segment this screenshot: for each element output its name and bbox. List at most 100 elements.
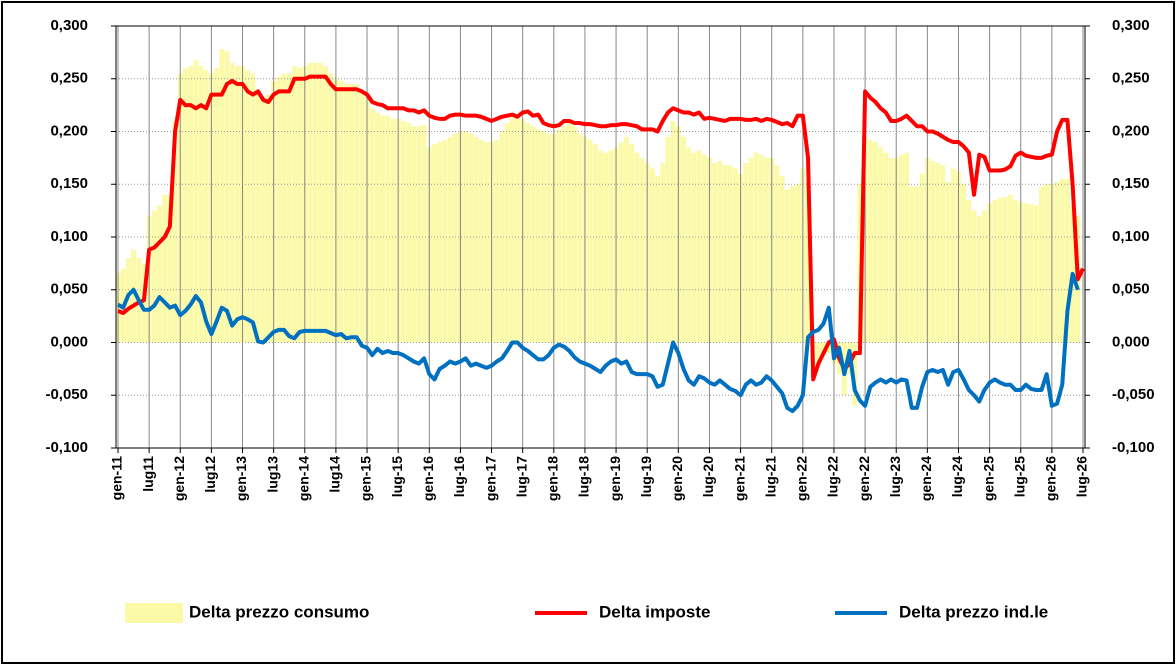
bar — [343, 84, 349, 343]
bar — [608, 150, 614, 343]
bar — [167, 194, 173, 343]
bar — [447, 136, 453, 343]
bar — [701, 154, 707, 343]
x-tick-label: lug14 — [327, 456, 343, 493]
y2-tick-label: 0,150 — [1112, 175, 1150, 192]
bar — [260, 97, 266, 343]
line-series — [117, 74, 1085, 382]
x-tick-label: gen-26 — [1043, 456, 1059, 501]
y-tick-label: 0,050 — [50, 281, 88, 298]
bar — [774, 165, 780, 343]
plot-frame — [115, 25, 1086, 449]
y-tick-label: 0,100 — [50, 228, 88, 245]
bar — [1054, 182, 1060, 343]
x-tick-label: gen-17 — [482, 456, 498, 501]
bar — [432, 144, 437, 343]
bar — [219, 49, 225, 343]
x-tick-label: lug-17 — [513, 456, 529, 497]
bar — [162, 194, 168, 343]
bar — [250, 73, 256, 343]
bar — [421, 125, 427, 343]
bar — [468, 133, 474, 343]
y2-tick-label: 0,250 — [1112, 70, 1150, 87]
bar — [577, 133, 583, 343]
bar — [328, 73, 334, 343]
bar — [255, 93, 261, 343]
x-tick-label: gen-12 — [171, 456, 187, 501]
bar — [183, 68, 188, 343]
bar — [141, 263, 147, 343]
bar — [338, 80, 344, 343]
y-tick-label: 0,250 — [50, 70, 88, 87]
bar — [779, 175, 785, 343]
x-tick-label: lug-19 — [638, 456, 654, 497]
bar — [743, 163, 749, 343]
bar — [758, 154, 764, 343]
x-tick-label: gen-22 — [856, 456, 872, 501]
x-tick-label: lug-20 — [700, 456, 716, 497]
bar — [997, 197, 1003, 343]
bar — [618, 142, 624, 343]
y2-tick-label: 0,050 — [1112, 281, 1150, 298]
bar — [317, 62, 323, 343]
bar — [1033, 205, 1039, 343]
bar — [878, 147, 884, 343]
y2-tick-label: 0,100 — [1112, 228, 1150, 245]
x-tick-label: lug-16 — [451, 456, 467, 497]
bar — [504, 123, 510, 343]
bar — [281, 73, 287, 343]
x-tick-label: lug-24 — [949, 456, 965, 497]
bar — [898, 154, 904, 343]
legend-label: Delta prezzo consumo — [189, 602, 369, 621]
y-tick-label: 0,000 — [50, 333, 88, 350]
bar — [307, 62, 313, 343]
line-series — [116, 271, 1080, 414]
bar — [1028, 204, 1034, 343]
bar — [442, 139, 448, 343]
bar — [852, 342, 858, 406]
bar — [976, 215, 982, 343]
x-tick-label: lug11 — [140, 456, 156, 492]
bar — [499, 131, 505, 343]
bar — [509, 115, 515, 343]
bar — [203, 70, 209, 343]
bar — [131, 249, 137, 343]
y-tick-label: 0,150 — [50, 175, 88, 192]
bar — [229, 62, 235, 343]
bar — [214, 68, 220, 343]
bar — [561, 126, 567, 343]
bar — [374, 112, 380, 343]
bar — [764, 157, 769, 343]
bar — [930, 161, 935, 343]
bar — [416, 126, 422, 343]
y-tick-label: -0,050 — [45, 386, 88, 403]
legend-swatch — [125, 603, 183, 623]
bar — [556, 129, 562, 343]
bar — [992, 200, 998, 343]
bar — [681, 136, 686, 343]
bar — [1064, 178, 1070, 343]
bar — [157, 205, 162, 343]
x-tick-label: gen-16 — [420, 456, 436, 501]
bar — [784, 189, 790, 343]
bar — [914, 186, 920, 343]
bar — [525, 123, 531, 343]
y-tick-label: 0,300 — [50, 17, 88, 34]
bar — [385, 115, 391, 343]
bar — [660, 163, 666, 343]
bar — [867, 139, 873, 343]
bar — [494, 139, 500, 343]
bar — [732, 168, 738, 343]
bar — [971, 210, 977, 343]
bar — [406, 123, 411, 343]
bar — [151, 210, 157, 343]
bar — [411, 126, 417, 343]
bar — [323, 66, 328, 343]
bar — [349, 84, 354, 343]
x-tick-label: lug-23 — [887, 456, 903, 497]
x-tick-label: lug-25 — [1011, 456, 1027, 497]
bar — [883, 152, 889, 343]
x-tick-label: lug-26 — [1074, 456, 1090, 497]
x-tick-label: gen-20 — [669, 456, 685, 501]
bar — [463, 131, 469, 343]
